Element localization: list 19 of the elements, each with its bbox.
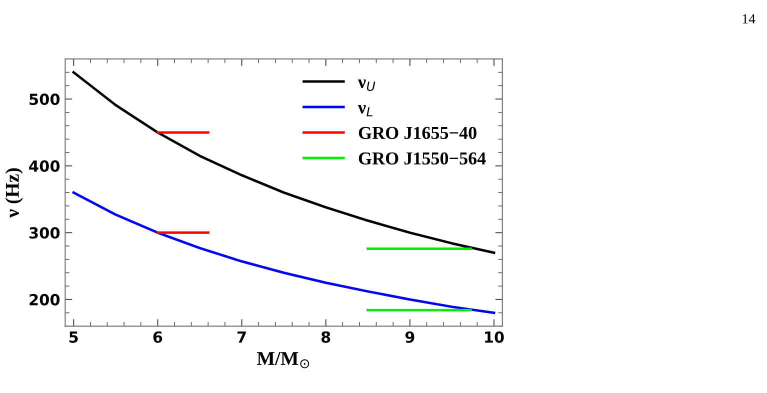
x-tick-label: 8 [321,331,330,343]
x-tick-label: 7 [237,332,246,343]
y-tick-label: 400 [29,160,60,172]
x-axis-title: M/M$_{⊙}$ [256,352,310,368]
x-tick-label: 10 [485,331,504,343]
x-tick-label: 5 [69,332,78,343]
y-tick-label: 500 [30,94,60,106]
legend-label: GRO J1550−564 [358,152,486,165]
line-series [72,191,496,314]
legend-label: GRO J1655−40 [358,126,476,140]
legend-label: ν$_{U}$ [358,80,376,91]
y-tick-label: 300 [29,227,60,239]
line-series [72,71,496,254]
y-tick-label: 200 [30,294,60,306]
legend-label: ν$_{L}$ [358,105,373,116]
x-tick-label: 6 [153,331,162,343]
x-tick-label: 9 [405,331,414,343]
y-axis-title: ν (Hz) [5,168,23,218]
text: 14 [742,14,756,24]
